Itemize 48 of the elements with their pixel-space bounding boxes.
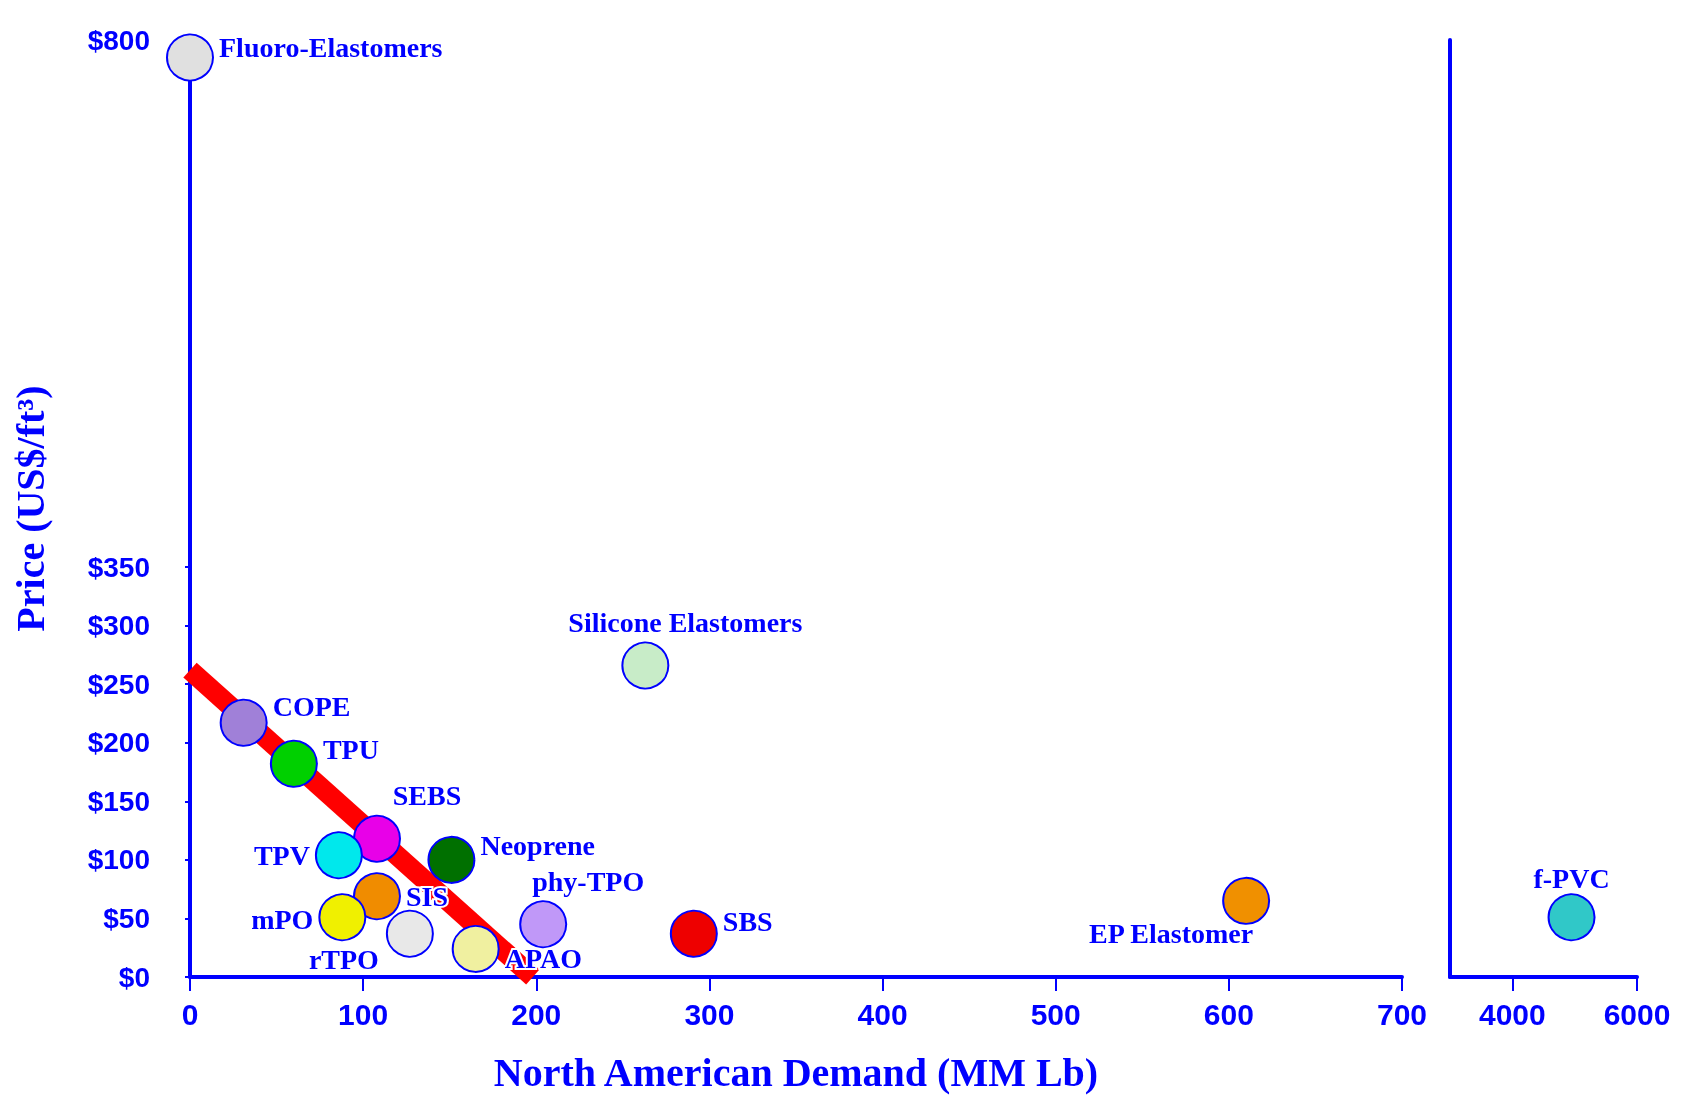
point (166, 33, 214, 82)
point (269, 739, 318, 788)
x-tick-label: 100 (338, 997, 389, 1031)
point (669, 909, 718, 958)
x-tick-label: 300 (684, 997, 735, 1031)
point (353, 872, 401, 921)
point (519, 900, 568, 949)
series-label: rTPO (308, 944, 379, 976)
y-tick-label: $200 (87, 727, 150, 759)
x-tick-label: 6000 (1603, 997, 1671, 1031)
y-tick-label: $0 (118, 961, 150, 993)
y-tick-label: $800 (87, 24, 150, 56)
point (385, 909, 434, 958)
series-label: mPO (251, 903, 314, 935)
x-axis-title: North American Demand (MM Lb) (493, 1049, 1099, 1095)
x-tick-label: 400 (857, 997, 908, 1031)
series-label: TPU (322, 734, 379, 766)
y-tick-label: $100 (87, 844, 150, 876)
x-tick-label: 600 (1203, 997, 1254, 1031)
series-label: phy-TPO (532, 865, 645, 897)
point (219, 698, 268, 747)
point (427, 835, 476, 884)
series-label: SBS (722, 906, 773, 938)
series-label: f-PVC (1533, 862, 1610, 894)
y-tick-label: $50 (103, 902, 150, 934)
series-label: Fluoro-Elastomers (219, 32, 443, 64)
point (318, 893, 367, 942)
y-axis-title: Price (US$/ft³) (7, 385, 53, 632)
series-label: TPV (253, 839, 310, 871)
point (1222, 876, 1271, 925)
series-label: Silicone Elastomers (568, 606, 803, 638)
y-tick-label: $150 (87, 785, 150, 817)
series-label: SEBS (392, 780, 462, 812)
x-tick-label: 4000 (1478, 997, 1546, 1031)
x-tick-label: 700 (1376, 997, 1427, 1031)
point (621, 641, 670, 690)
x-tick-label: 0 (181, 997, 199, 1031)
series-label: Neoprene (480, 830, 596, 862)
point (353, 814, 401, 863)
x-tick-label: 500 (1030, 997, 1081, 1031)
y-tick-label: $250 (87, 668, 150, 700)
point (451, 924, 500, 973)
series-label: COPE (272, 691, 351, 723)
y-tick-label: $350 (87, 551, 150, 583)
y-tick-label: $300 (87, 610, 150, 642)
x-tick-label: 200 (511, 997, 562, 1031)
series-label: EP Elastomer (1089, 918, 1254, 950)
point (314, 831, 363, 880)
